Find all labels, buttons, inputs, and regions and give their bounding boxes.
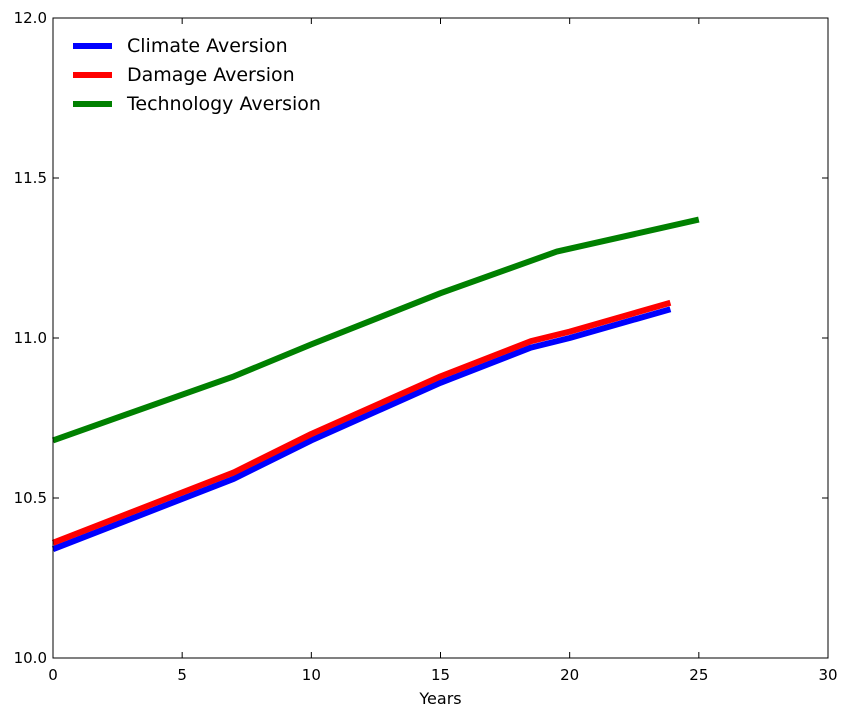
plot-background — [53, 18, 828, 658]
series-line-climate-aversion — [51, 306, 672, 552]
x-tick-label: 0 — [48, 666, 58, 684]
x-tick-label: 20 — [560, 666, 579, 684]
y-tick-label: 12.0 — [14, 9, 47, 27]
legend: Climate Aversion Damage Aversion Technolog… — [73, 35, 321, 115]
y-tick-label: 10.0 — [14, 649, 47, 667]
series-line-damage-aversion — [51, 299, 672, 546]
y-axis-ticks: 10.0 10.5 11.0 11.5 12.0 — [14, 9, 828, 667]
y-tick-label: 11.0 — [14, 329, 47, 347]
x-tick-label: 10 — [302, 666, 321, 684]
x-axis-title: Years — [418, 689, 461, 708]
x-tick-label: 5 — [177, 666, 187, 684]
series-line-technology-aversion — [51, 216, 700, 444]
y-tick-label: 11.5 — [14, 169, 47, 187]
legend-label: Damage Aversion — [127, 64, 295, 86]
legend-label: Technology Aversion — [126, 93, 321, 115]
series-layer — [51, 216, 700, 552]
y-tick-label: 10.5 — [14, 489, 47, 507]
x-tick-label: 15 — [431, 666, 450, 684]
x-tick-label: 30 — [818, 666, 837, 684]
x-tick-label: 25 — [689, 666, 708, 684]
plot-frame — [52, 17, 829, 659]
legend-label: Climate Aversion — [127, 35, 288, 57]
